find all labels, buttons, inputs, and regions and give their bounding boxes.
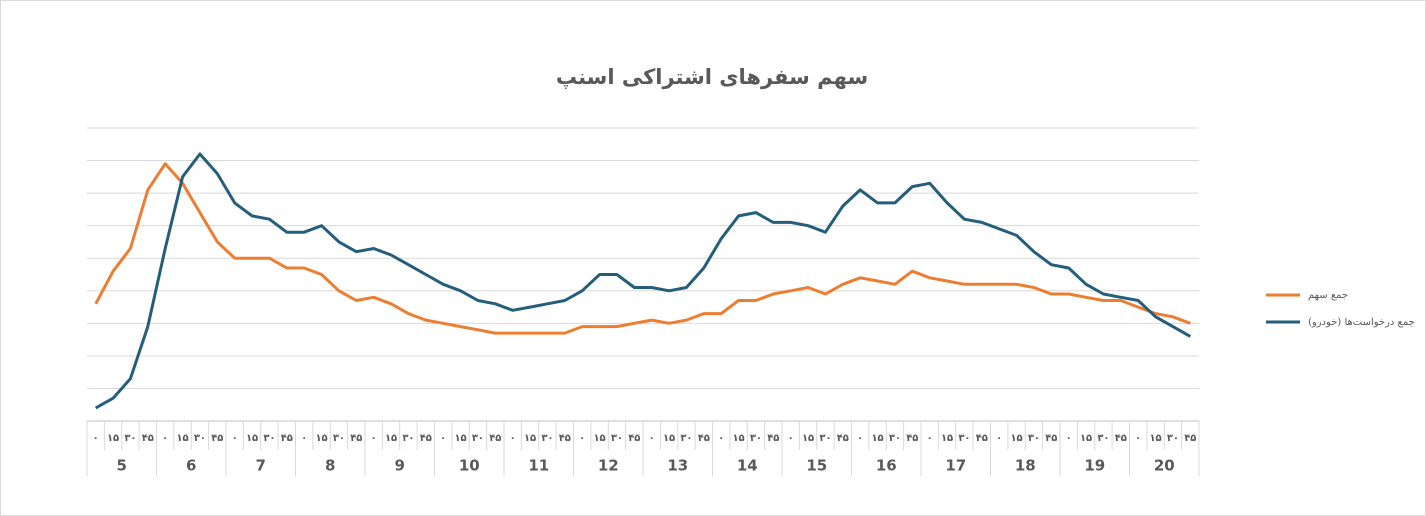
x-tick-label: ۳۰ [194, 433, 206, 444]
x-group-label: 19 [1084, 457, 1105, 475]
x-tick-label: ۳۰ [402, 433, 414, 444]
x-tick-label: ۴۵ [698, 433, 710, 444]
x-group-label: 20 [1154, 457, 1175, 475]
x-tick-label: ۴۵ [976, 433, 988, 444]
x-tick-label: ۳۰ [680, 433, 692, 444]
x-tick-label: ۰ [371, 433, 377, 444]
x-group-label: 6 [186, 457, 196, 475]
x-group-label: 14 [737, 457, 758, 475]
x-tick-label: ۴۵ [906, 433, 918, 444]
x-group-label: 15 [806, 457, 827, 475]
x-group-label: 17 [945, 457, 966, 475]
x-tick-label: ۰ [232, 433, 238, 444]
x-group-label: 9 [395, 457, 405, 475]
x-tick-label: ۱۵ [663, 433, 675, 444]
x-tick-label: ۱۵ [385, 433, 397, 444]
x-group-label: 16 [876, 457, 897, 475]
x-group-label: 13 [667, 457, 688, 475]
x-tick-label: ۰ [93, 433, 99, 444]
x-tick-label: ۱۵ [1149, 433, 1161, 444]
x-tick-label: ۱۵ [315, 433, 327, 444]
x-tick-label: ۰ [927, 433, 933, 444]
x-tick-label: ۰ [301, 433, 307, 444]
x-tick-label: ۴۵ [281, 433, 293, 444]
x-tick-label: ۱۵ [1080, 433, 1092, 444]
x-tick-label: ۰ [1135, 433, 1141, 444]
x-tick-label: ۰ [510, 433, 516, 444]
x-tick-label: ۳۰ [889, 433, 901, 444]
x-tick-label: ۳۰ [124, 433, 136, 444]
x-tick-label: ۰ [857, 433, 863, 444]
x-group-label: 5 [117, 457, 127, 475]
x-tick-label: ۴۵ [559, 433, 571, 444]
x-tick-label: ۱۵ [107, 433, 119, 444]
x-tick-label: ۱۵ [524, 433, 536, 444]
x-group-label: 8 [325, 457, 335, 475]
x-tick-label: ۴۵ [420, 433, 432, 444]
x-tick-label: ۳۰ [1028, 433, 1040, 444]
x-group-label: 10 [459, 457, 480, 475]
x-tick-label: ۳۰ [958, 433, 970, 444]
x-tick-label: ۳۰ [472, 433, 484, 444]
x-tick-label: ۱۵ [871, 433, 883, 444]
series-line [94, 152, 1192, 410]
x-tick-label: ۳۰ [333, 433, 345, 444]
x-tick-label: ۱۵ [454, 433, 466, 444]
x-tick-label: ۱۵ [1010, 433, 1022, 444]
x-tick-label: ۴۵ [211, 433, 223, 444]
x-tick-label: ۳۰ [611, 433, 623, 444]
x-tick-label: ۴۵ [1115, 433, 1127, 444]
legend-label: جمع درخواست‌ها (خودرو) [1308, 317, 1415, 328]
x-tick-label: ۴۵ [142, 433, 154, 444]
x-tick-label: ۴۵ [837, 433, 849, 444]
x-tick-label: ۳۰ [263, 433, 275, 444]
legend-label: جمع سهم [1308, 290, 1348, 301]
x-tick-label: ۳۰ [541, 433, 553, 444]
x-group-label: 18 [1015, 457, 1036, 475]
x-tick-label: ۳۰ [1167, 433, 1179, 444]
x-tick-label: ۱۵ [802, 433, 814, 444]
x-tick-label: ۳۰ [750, 433, 762, 444]
series-line [94, 162, 1191, 335]
x-tick-label: ۰ [718, 433, 724, 444]
x-group-label: 11 [528, 457, 549, 475]
chart-title: سهم سفرهای اشتراکی اسنپ [556, 65, 868, 89]
x-tick-label: ۳۰ [1097, 433, 1109, 444]
x-tick-label: ۰ [162, 433, 168, 444]
x-tick-label: ۱۵ [732, 433, 744, 444]
x-tick-label: ۱۵ [941, 433, 953, 444]
x-group-label: 12 [598, 457, 619, 475]
x-tick-label: ۰ [996, 433, 1002, 444]
x-tick-label: ۱۵ [246, 433, 258, 444]
x-tick-label: ۱۵ [593, 433, 605, 444]
x-tick-label: ۴۵ [1045, 433, 1057, 444]
x-tick-label: ۴۵ [489, 433, 501, 444]
x-tick-label: ۴۵ [350, 433, 362, 444]
x-tick-label: ۴۵ [1184, 433, 1196, 444]
x-tick-label: ۴۵ [767, 433, 779, 444]
x-tick-label: ۴۵ [628, 433, 640, 444]
x-tick-label: ۰ [579, 433, 585, 444]
x-tick-label: ۰ [788, 433, 794, 444]
x-group-label: 7 [256, 457, 266, 475]
x-tick-label: ۱۵ [176, 433, 188, 444]
x-tick-label: ۰ [440, 433, 446, 444]
x-tick-label: ۰ [1066, 433, 1072, 444]
x-tick-label: ۳۰ [819, 433, 831, 444]
x-tick-label: ۰ [649, 433, 655, 444]
